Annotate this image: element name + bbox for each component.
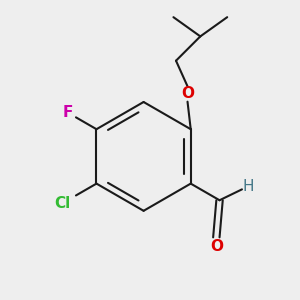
Text: Cl: Cl (54, 196, 70, 211)
Text: H: H (243, 179, 254, 194)
Text: O: O (210, 239, 223, 254)
Text: F: F (62, 105, 73, 120)
Text: O: O (181, 86, 194, 101)
